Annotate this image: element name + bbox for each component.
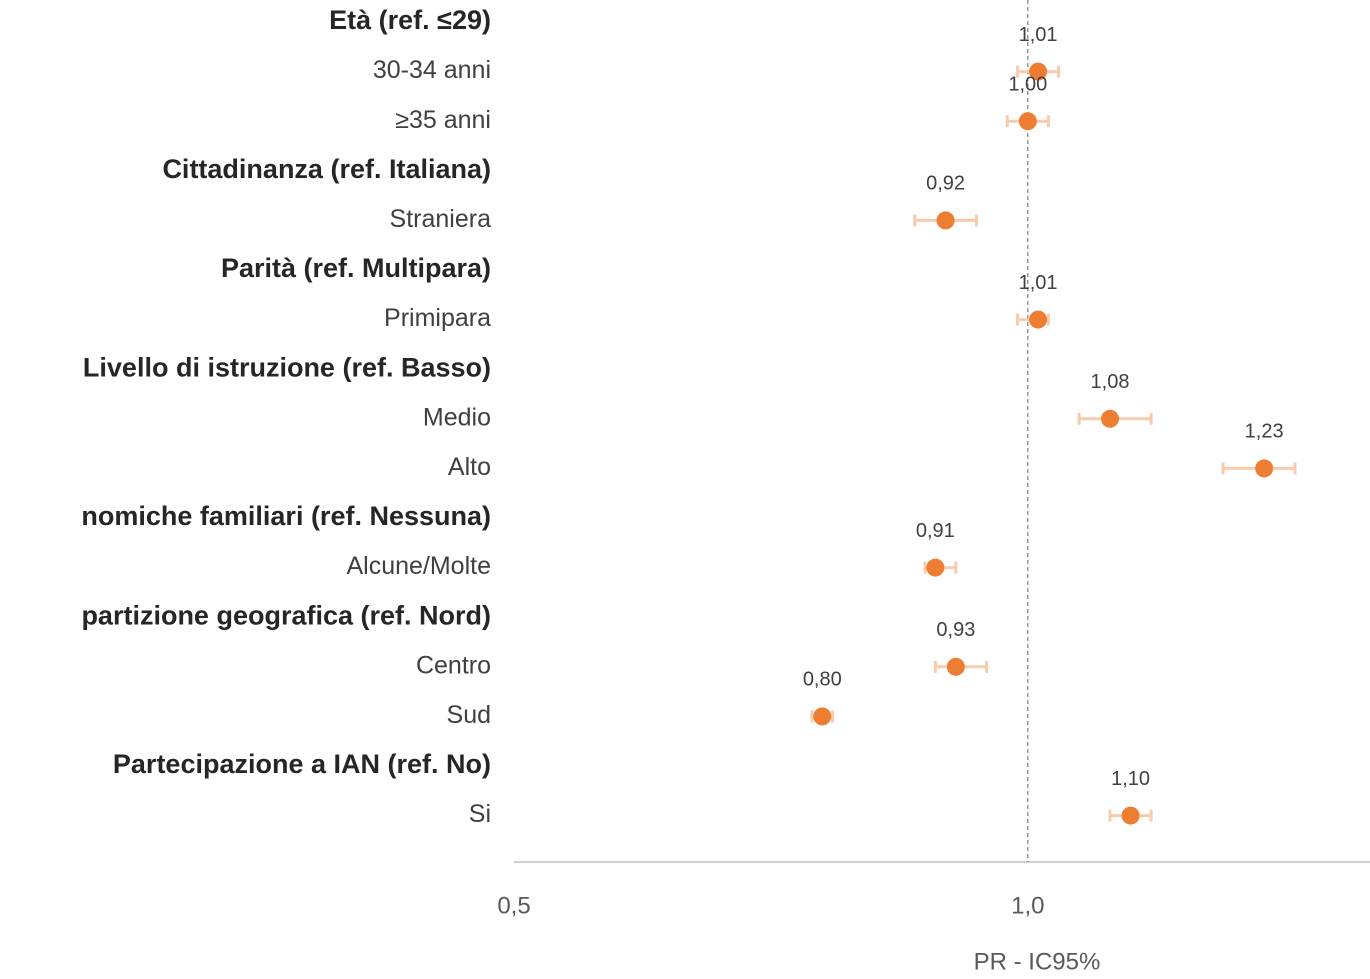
group-header: Livello di istruzione (ref. Basso) bbox=[83, 352, 491, 382]
category-label: Straniera bbox=[390, 205, 492, 233]
category-label: Si bbox=[469, 800, 491, 828]
data-label: 0,91 bbox=[916, 520, 955, 542]
x-axis-title: PR - IC95% bbox=[974, 948, 1101, 975]
category-label: Alto bbox=[448, 453, 491, 481]
point bbox=[936, 211, 955, 230]
data-label: 0,92 bbox=[926, 173, 965, 195]
group-header: Partecipazione a IAN (ref. No) bbox=[113, 749, 491, 779]
data-label: 1,00 bbox=[1008, 73, 1047, 95]
point bbox=[1121, 806, 1140, 825]
group-header: partizione geografica (ref. Nord) bbox=[81, 600, 491, 630]
point bbox=[1255, 459, 1274, 478]
point bbox=[1101, 409, 1120, 428]
point bbox=[1029, 310, 1048, 329]
category-label: Primipara bbox=[384, 304, 491, 332]
category-label: Alcune/Molte bbox=[346, 552, 491, 580]
data-label: 1,01 bbox=[1019, 24, 1058, 46]
group-header: Parità (ref. Multipara) bbox=[221, 253, 491, 283]
point bbox=[1018, 112, 1037, 131]
point bbox=[813, 707, 832, 726]
point bbox=[926, 558, 945, 577]
x-tick-label: 0,5 bbox=[497, 892, 530, 919]
data-label: 1,08 bbox=[1091, 371, 1130, 393]
data-label: 0,80 bbox=[803, 669, 842, 691]
data-label: 1,23 bbox=[1245, 421, 1284, 443]
data-label: 1,10 bbox=[1111, 768, 1150, 790]
point bbox=[1029, 62, 1048, 81]
category-label: Centro bbox=[416, 651, 491, 679]
data-label: 0,93 bbox=[936, 619, 975, 641]
category-label: ≥35 anni bbox=[395, 106, 491, 134]
category-label: Sud bbox=[447, 701, 491, 729]
group-header: Età (ref. ≤29) bbox=[329, 5, 491, 35]
group-header: nomiche familiari (ref. Nessuna) bbox=[81, 501, 491, 531]
category-label: 30-34 anni bbox=[373, 56, 491, 84]
point bbox=[946, 657, 965, 676]
x-tick-label: 1,0 bbox=[1011, 892, 1044, 919]
category-label: Medio bbox=[423, 403, 491, 431]
group-header: Cittadinanza (ref. Italiana) bbox=[162, 154, 491, 184]
data-label: 1,01 bbox=[1019, 272, 1058, 294]
